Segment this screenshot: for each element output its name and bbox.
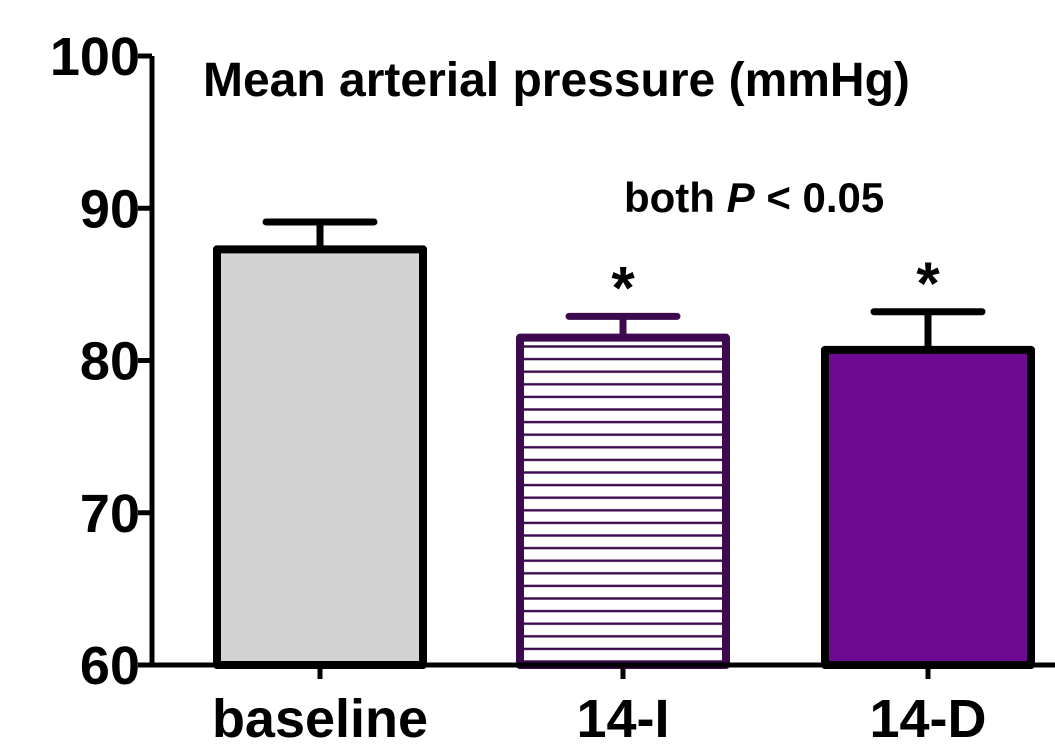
y-tick-label-80: 80	[80, 332, 140, 392]
significance-marker-14-D: *	[916, 250, 940, 317]
axes-layer	[138, 53, 1055, 679]
x-tick-label-14-I: 14-I	[576, 689, 669, 749]
chart-title: Mean arterial pressure (mmHg)	[203, 54, 910, 107]
x-tick-label-baseline: baseline	[212, 689, 428, 749]
x-tick-label-14-D: 14-D	[869, 689, 986, 749]
y-tick-label-70: 70	[80, 484, 140, 544]
bar-baseline	[213, 245, 427, 669]
significance-marker-14-I: *	[611, 254, 635, 321]
y-tick-label-90: 90	[80, 179, 140, 239]
bar-14-I	[516, 333, 730, 669]
text-layer: Mean arterial pressure (mmHg) both P < 0…	[50, 27, 987, 749]
y-tick-label-100: 100	[50, 27, 140, 87]
y-tick-label-60: 60	[80, 636, 140, 696]
bar-14-D	[821, 345, 1035, 669]
significance-annotation: both P < 0.05	[624, 174, 884, 221]
